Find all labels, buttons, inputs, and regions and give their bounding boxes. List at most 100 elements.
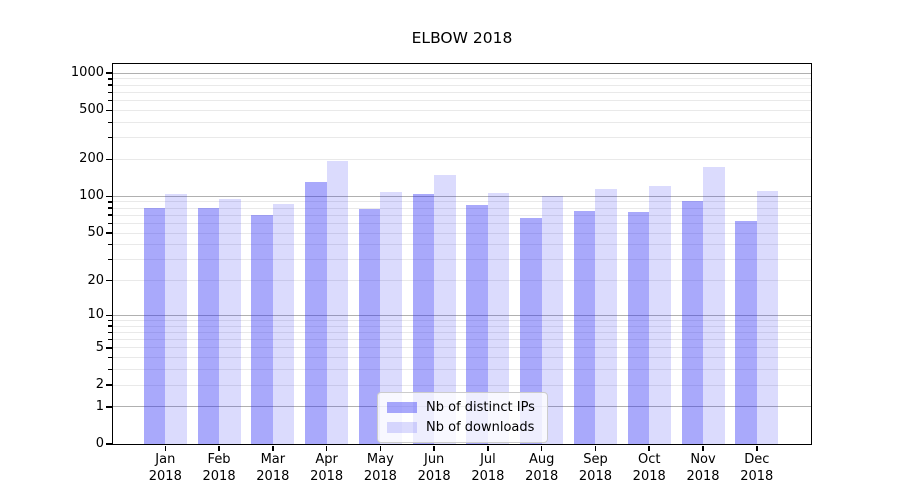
y-minor-tick-mark (108, 201, 112, 203)
y-minor-tick-mark (108, 84, 112, 86)
bar-aug-distinct-ips (520, 217, 542, 444)
x-tick-label-jun: Jun 2018 (402, 451, 466, 485)
bar-sep-distinct-ips (573, 210, 596, 444)
x-tick-month: Oct (637, 452, 661, 467)
x-tick-year: 2018 (471, 469, 505, 484)
x-tick-year: 2018 (632, 469, 666, 484)
x-tick-mark (164, 445, 167, 451)
x-tick-label-nov: Nov 2018 (671, 451, 735, 485)
x-tick-label-dec: Dec 2018 (725, 451, 789, 485)
x-tick-month: Aug (528, 452, 555, 467)
y-minor-tick-mark (108, 91, 112, 94)
bar-feb-downloads (219, 199, 241, 444)
bar-may-distinct-ips (358, 208, 381, 444)
y-minor-tick-mark (108, 338, 112, 341)
x-tick-month: Mar (260, 452, 286, 467)
x-tick-label-apr: Apr 2018 (295, 451, 359, 485)
y-tick-label: 50 (87, 224, 104, 240)
x-tick-year: 2018 (740, 469, 774, 484)
y-tick-label: 10 (87, 307, 104, 323)
bar-feb-distinct-ips (197, 207, 220, 444)
x-tick-label-feb: Feb 2018 (187, 451, 251, 485)
minor-gridline (113, 201, 811, 203)
minor-gridline (113, 214, 811, 216)
minor-gridline (113, 244, 811, 246)
minor-gridline (113, 100, 811, 102)
x-tick-label-aug: Aug 2018 (510, 451, 574, 485)
legend-item-distinct-ips: Nb of distinct IPs (387, 400, 535, 415)
y-minor-tick-mark (108, 99, 112, 102)
y-tick-label: 1000 (70, 65, 104, 81)
minor-gridline (113, 369, 811, 371)
y-tick-label: 20 (87, 272, 104, 288)
major-gridline (113, 72, 811, 74)
y-minor-tick-mark (108, 121, 112, 124)
bar-oct-distinct-ips (627, 211, 650, 444)
bar-jan-distinct-ips (143, 207, 166, 444)
bar-jan-downloads (165, 193, 187, 444)
minor-gridline (113, 325, 811, 327)
x-tick-mark (379, 445, 382, 451)
minor-gridline (113, 91, 811, 93)
bar-aug-downloads (541, 195, 564, 444)
y-tick-label: 100 (79, 188, 104, 204)
bar-jul-downloads (487, 192, 510, 444)
x-tick-mark (702, 445, 704, 451)
x-tick-year: 2018 (417, 469, 451, 484)
x-tick-label-mar: Mar 2018 (241, 451, 305, 485)
x-tick-month: Feb (207, 452, 231, 467)
minor-gridline (113, 109, 811, 111)
y-minor-tick-mark (108, 356, 112, 359)
x-tick-label-oct: Oct 2018 (617, 451, 681, 485)
y-tick-label: 200 (79, 151, 104, 167)
y-minor-tick-mark (108, 325, 112, 327)
minor-gridline (113, 121, 811, 123)
minor-gridline (113, 357, 811, 359)
chart-title: ELBOW 2018 (411, 29, 513, 47)
x-tick-label-jan: Jan 2018 (133, 451, 197, 485)
x-tick-year: 2018 (148, 469, 182, 484)
x-tick-year: 2018 (578, 469, 612, 484)
y-minor-tick-mark (108, 78, 112, 80)
legend-label: Nb of distinct IPs (426, 400, 535, 415)
x-tick-month: Apr (315, 452, 338, 467)
x-tick-year: 2018 (256, 469, 290, 484)
bar-apr-distinct-ips (305, 182, 327, 444)
bar-mar-distinct-ips (251, 214, 273, 444)
y-minor-tick-mark (108, 214, 112, 216)
x-tick-year: 2018 (363, 469, 397, 484)
minor-gridline (113, 78, 811, 80)
major-gridline (113, 195, 811, 197)
bar-mar-downloads (272, 204, 295, 444)
bar-nov-distinct-ips (681, 201, 703, 444)
x-tick-mark (272, 445, 274, 451)
x-tick-label-sep: Sep 2018 (563, 451, 627, 485)
bar-sep-downloads (595, 188, 617, 444)
legend-item-downloads: Nb of downloads (387, 420, 535, 435)
y-minor-tick-mark (108, 258, 112, 261)
y-tick-mark (105, 195, 112, 198)
major-gridline (113, 314, 811, 316)
minor-gridline (113, 384, 811, 386)
minor-gridline (113, 222, 811, 224)
bar-jun-distinct-ips (412, 194, 435, 444)
bar-jul-distinct-ips (466, 204, 488, 444)
x-tick-mark (325, 445, 328, 451)
legend-label: Nb of downloads (426, 420, 535, 435)
x-tick-year: 2018 (686, 469, 720, 484)
y-minor-tick-mark (108, 207, 112, 209)
y-minor-tick-mark (108, 347, 112, 349)
x-tick-month: May (366, 452, 394, 467)
minor-gridline (113, 347, 811, 349)
bar-may-downloads (380, 192, 402, 444)
x-tick-mark (756, 445, 758, 451)
legend-swatch-distinct-ips (387, 402, 417, 413)
y-minor-tick-mark (108, 319, 112, 322)
x-tick-year: 2018 (525, 469, 559, 484)
y-tick-label: 500 (79, 102, 104, 118)
y-tick-label: 1 (95, 398, 104, 414)
x-tick-mark (487, 445, 489, 451)
y-minor-tick-mark (108, 158, 112, 161)
y-tick-mark (105, 406, 112, 408)
